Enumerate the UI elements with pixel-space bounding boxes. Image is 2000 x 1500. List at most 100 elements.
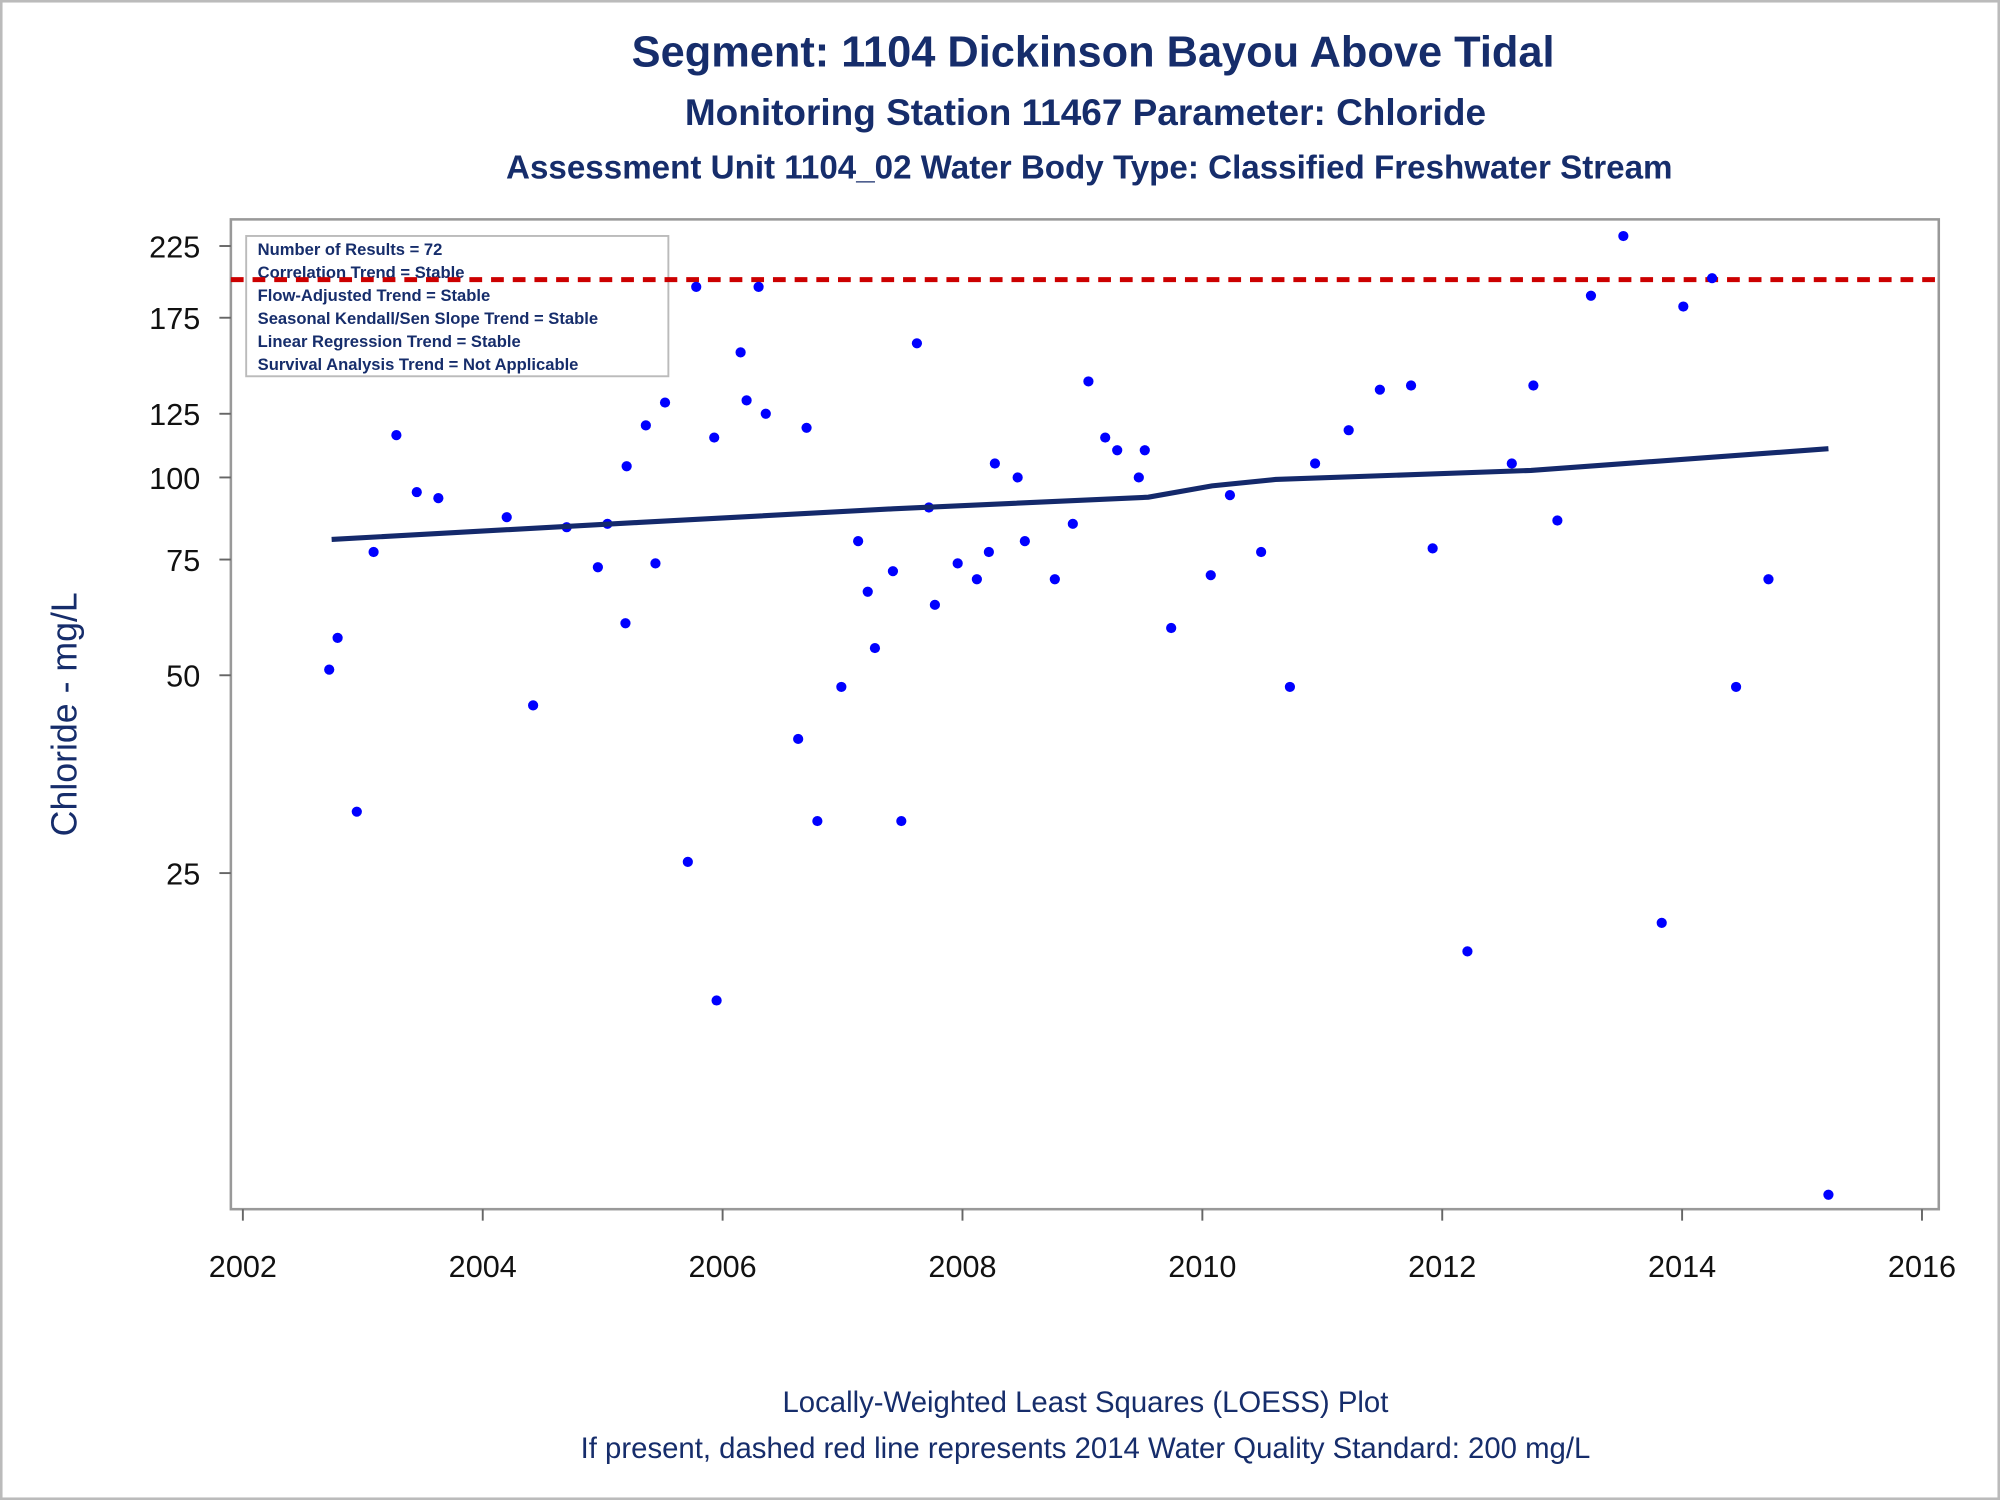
y-tick-label: 175 [149, 302, 200, 336]
data-point [640, 420, 651, 431]
data-point [862, 586, 873, 597]
data-point [1205, 570, 1216, 581]
data-point [659, 397, 671, 408]
data-point [1284, 681, 1296, 693]
x-tick-label: 2016 [1888, 1250, 1956, 1284]
data-point [1012, 472, 1023, 483]
data-point [1067, 518, 1078, 529]
data-point [1763, 574, 1774, 585]
data-point [929, 599, 941, 610]
data-point [1405, 380, 1417, 391]
data-point [1224, 490, 1236, 501]
x-tick-label: 2014 [1648, 1250, 1716, 1284]
data-point [1309, 458, 1321, 469]
data-point [1678, 301, 1689, 312]
data-point [801, 422, 812, 433]
data-point [1506, 458, 1517, 469]
data-point [1528, 380, 1539, 391]
data-point [1112, 445, 1123, 456]
data-point [433, 493, 444, 504]
data-point [621, 461, 632, 472]
footnote: If present, dashed red line represents 2… [581, 1432, 1591, 1465]
data-point [620, 618, 631, 629]
data-point [760, 408, 771, 419]
x-tick-label: 2002 [209, 1250, 277, 1284]
data-point [391, 429, 402, 441]
data-point [753, 281, 764, 292]
chart-subtitle: Assessment Unit 1104_02 Water Body Type:… [506, 150, 1672, 187]
stats-text: Number of Results = 72 [258, 240, 443, 259]
stats-text: Flow-Adjusted Trend = Stable [258, 286, 491, 305]
y-tick-label: 50 [166, 660, 200, 694]
data-point [1100, 432, 1111, 443]
data-point [1823, 1189, 1834, 1200]
data-point [853, 536, 864, 547]
data-point [971, 574, 982, 585]
data-point [1730, 681, 1742, 693]
data-point [1139, 445, 1150, 456]
data-point [411, 486, 422, 498]
data-point [887, 566, 899, 577]
data-point [869, 642, 881, 654]
data-point [989, 458, 1000, 469]
x-tick-label: 2004 [449, 1250, 517, 1284]
data-point [1256, 546, 1267, 558]
data-point [1706, 273, 1718, 284]
data-point [1374, 384, 1385, 395]
data-point [741, 395, 752, 406]
data-point [1049, 574, 1060, 585]
data-point [952, 558, 963, 569]
stats-text: Survival Analysis Trend = Not Applicable [258, 355, 579, 374]
x-tick-label: 2008 [928, 1250, 996, 1284]
data-point [1427, 543, 1438, 554]
data-point [1133, 472, 1144, 483]
data-point [682, 856, 693, 867]
data-point [911, 338, 923, 349]
y-axis-label: Chloride - mg/L [45, 592, 85, 836]
x-tick-label: 2012 [1408, 1250, 1476, 1284]
chart-title: Segment: 1104 Dickinson Bayou Above Tida… [632, 28, 1555, 76]
data-point [592, 562, 603, 573]
data-point [709, 432, 720, 443]
data-point [711, 995, 722, 1006]
y-tick-label: 100 [149, 462, 200, 496]
data-point [324, 664, 335, 675]
stats-box [245, 235, 670, 378]
data-point [1656, 917, 1667, 928]
data-point [983, 546, 994, 558]
footnote: Locally-Weighted Least Squares (LOESS) P… [783, 1386, 1389, 1419]
data-point [528, 700, 539, 711]
data-point [650, 558, 661, 569]
data-point [1019, 536, 1030, 547]
chart-subtitle: Monitoring Station 11467 Parameter: Chlo… [685, 92, 1486, 133]
trend-line [331, 446, 1829, 542]
data-point [332, 632, 343, 643]
x-tick-label: 2010 [1168, 1250, 1236, 1284]
y-tick-label: 125 [149, 398, 200, 432]
data-point [1343, 425, 1354, 436]
data-point [1618, 230, 1629, 242]
data-point [691, 281, 702, 292]
stats-text: Linear Regression Trend = Stable [258, 332, 521, 351]
data-point [1462, 946, 1473, 957]
data-point [351, 806, 362, 817]
data-point [836, 681, 847, 693]
data-point [735, 347, 746, 358]
stats-text: Seasonal Kendall/Sen Slope Trend = Stabl… [258, 309, 598, 328]
data-point [1166, 622, 1177, 634]
x-tick-label: 2006 [689, 1250, 757, 1284]
data-point [1585, 290, 1597, 301]
data-point [368, 546, 379, 558]
data-point [812, 815, 823, 827]
data-point [1552, 515, 1563, 526]
data-point [501, 512, 512, 523]
y-tick-label: 225 [149, 230, 200, 264]
plot-area [229, 218, 1941, 1211]
y-tick-label: 75 [166, 544, 200, 578]
data-point [1083, 376, 1094, 387]
data-point [793, 733, 804, 745]
data-point [896, 815, 907, 827]
